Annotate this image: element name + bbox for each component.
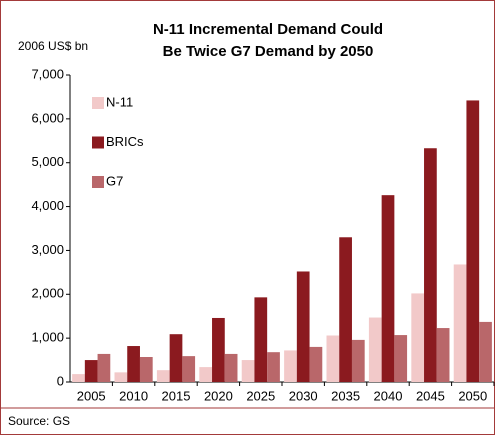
legend-label: N-11 — [106, 94, 133, 109]
y-tick-label: 2,000 — [31, 286, 64, 301]
bar — [139, 357, 153, 382]
y-tick-label: 6,000 — [31, 110, 64, 125]
bar — [127, 346, 140, 382]
legend-label: BRICs — [106, 134, 144, 149]
x-tick-label: 2045 — [416, 388, 445, 403]
bar — [267, 352, 280, 382]
x-tick-label: 2010 — [119, 388, 148, 403]
bar — [254, 297, 268, 382]
chart-title: N-11 Incremental Demand Could — [153, 21, 383, 38]
bar — [224, 353, 238, 382]
bar — [326, 335, 340, 382]
bar — [394, 335, 408, 382]
bar — [199, 367, 213, 382]
bar — [296, 271, 310, 382]
bar — [351, 339, 365, 382]
bar — [97, 353, 111, 382]
bar — [241, 360, 255, 382]
x-tick-label: 2050 — [458, 388, 487, 403]
bar — [284, 350, 297, 382]
bar — [368, 317, 382, 382]
source: Source: GS — [8, 414, 70, 428]
bar — [479, 321, 492, 382]
x-tick-label: 2025 — [246, 388, 275, 403]
x-tick-label: 2020 — [204, 388, 233, 403]
bar — [72, 374, 85, 382]
y-tick-label: 4,000 — [31, 198, 64, 213]
x-tick-label: 2035 — [331, 388, 360, 403]
y-tick-label: 1,000 — [31, 330, 64, 345]
y-tick-label: 3,000 — [31, 242, 64, 257]
bar — [381, 195, 395, 382]
bar — [339, 237, 352, 382]
x-tick-label: 2015 — [162, 388, 191, 403]
bar — [156, 370, 170, 382]
bar — [309, 346, 323, 382]
y-tick-label: 0 — [57, 373, 64, 388]
bar — [424, 148, 437, 382]
bar — [212, 317, 225, 382]
bar — [84, 360, 98, 382]
legend-swatch — [92, 97, 104, 109]
y-axis-label: 2006 US$ bn — [18, 39, 88, 53]
y-tick-label: 7,000 — [31, 66, 64, 81]
chart-title: Be Twice G7 Demand by 2050 — [163, 43, 374, 60]
bar — [411, 293, 425, 382]
bar — [436, 328, 450, 382]
bar — [169, 334, 183, 382]
bar — [453, 264, 467, 382]
legend-label: G7 — [106, 173, 123, 188]
legend-swatch — [92, 136, 104, 149]
y-tick-label: 5,000 — [31, 154, 64, 169]
bar — [466, 100, 480, 383]
x-tick-label: 2005 — [77, 388, 106, 403]
legend-swatch — [92, 176, 104, 188]
bar — [182, 356, 196, 382]
x-tick-label: 2030 — [289, 388, 318, 403]
x-tick-label: 2040 — [374, 388, 403, 403]
bar — [114, 372, 128, 382]
